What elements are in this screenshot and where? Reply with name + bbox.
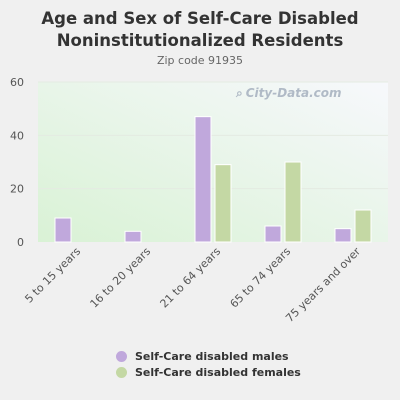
chart-title: Age and Sex of Self-Care Disabled Nonins…	[0, 8, 400, 52]
y-tick-label: 40	[10, 129, 24, 142]
legend-swatch-males	[116, 350, 127, 362]
x-tick-label: 16 to 20 years	[87, 245, 153, 311]
x-tick-label: 75 years and over	[283, 245, 363, 325]
legend-swatch-females	[116, 366, 127, 378]
legend-label-females: Self-Care disabled females	[135, 365, 301, 379]
watermark-text: City-Data.com	[245, 86, 342, 100]
legend-item-females: Self-Care disabled females	[116, 364, 301, 380]
bar-males	[264, 225, 282, 243]
bar-females	[354, 209, 372, 243]
bar-females	[284, 161, 302, 243]
chart-subtitle: Zip code 91935	[156, 54, 244, 67]
bar-females	[214, 164, 232, 243]
watermark: ⌕ City-Data.com	[236, 86, 342, 101]
legend-label-males: Self-Care disabled males	[135, 349, 289, 363]
bar-males	[194, 116, 212, 243]
bar-males	[54, 217, 72, 243]
bar-males	[334, 228, 352, 243]
legend: Self-Care disabled males Self-Care disab…	[116, 348, 301, 380]
plot-area	[38, 82, 388, 242]
legend-item-males: Self-Care disabled males	[116, 348, 301, 364]
y-tick-label: 20	[10, 183, 24, 196]
y-tick-label: 60	[10, 76, 24, 89]
y-tick-label: 0	[17, 236, 24, 249]
chart-title-line-2: Noninstitutionalized Residents	[56, 31, 344, 50]
chart-title-line-1: Age and Sex of Self-Care Disabled	[41, 9, 359, 28]
bar-males	[124, 230, 142, 243]
x-tick-label: 5 to 15 years	[22, 245, 83, 306]
x-tick-label: 65 to 74 years	[227, 245, 293, 311]
search-icon: ⌕	[236, 86, 243, 100]
x-tick-label: 21 to 64 years	[157, 245, 223, 311]
